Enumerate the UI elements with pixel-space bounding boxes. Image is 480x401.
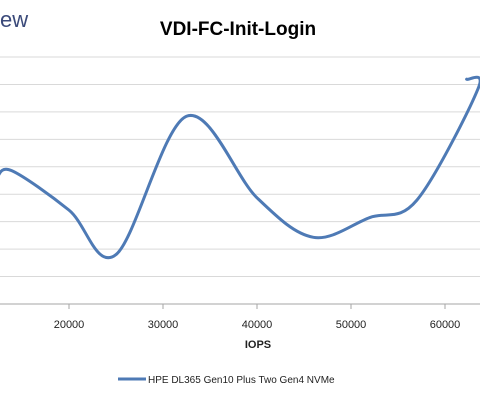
x-tick-label: 30000 [148,319,179,331]
x-tick-label: 20000 [54,319,85,331]
legend-entry: HPE DL365 Gen10 Plus Two Gen4 NVMe [148,375,335,386]
series-line-0 [0,75,480,260]
grid [0,56,480,278]
x-tick-label: 40000 [242,319,273,331]
x-axis-label: IOPS [245,339,271,351]
brand-logo-fragment: ew [0,7,28,32]
legend: HPE DL365 Gen10 Plus Two Gen4 NVMe [118,375,335,386]
series-lines [0,75,480,260]
x-tick-label: 60000 [430,319,461,331]
chart-title: VDI-FC-Init-Login [160,19,316,40]
x-tick-label: 50000 [336,319,367,331]
x-tick-labels: 20000 30000 40000 50000 60000 [54,304,461,331]
